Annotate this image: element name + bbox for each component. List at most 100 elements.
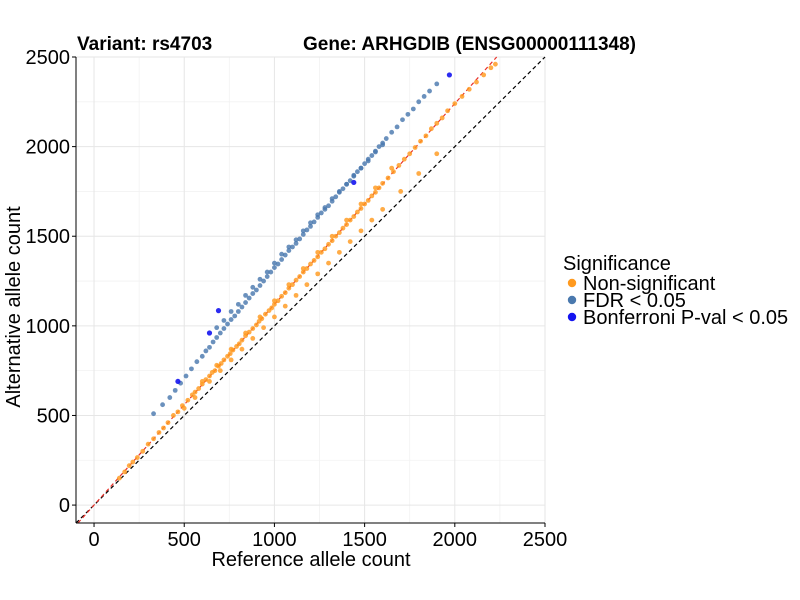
point-fdr: [434, 81, 440, 87]
point-fdr: [282, 252, 288, 258]
point-nonsig: [243, 330, 248, 336]
point-nonsig: [407, 151, 413, 157]
point-nonsig: [355, 209, 360, 215]
legend-key-fdr: [567, 295, 577, 305]
legend-title: Significance: [563, 253, 671, 275]
point-fdr: [311, 219, 317, 225]
point-nonsig: [336, 249, 342, 255]
point-fdr: [228, 317, 234, 322]
reference-line-identity: [75, 56, 546, 524]
point-nonsig: [380, 180, 386, 186]
point-nonsig: [275, 298, 281, 304]
point-fdr: [243, 292, 248, 298]
point-fdr: [322, 205, 328, 210]
point-nonsig: [165, 420, 171, 426]
point-bonf: [351, 179, 357, 186]
point-nonsig: [207, 373, 212, 379]
point-fdr: [286, 248, 292, 253]
point-fdr: [344, 181, 349, 187]
point-fdr: [400, 117, 405, 123]
point-nonsig: [329, 233, 335, 239]
point-nonsig: [228, 357, 234, 363]
y-tick-label: 1500: [26, 226, 71, 248]
point-fdr: [257, 283, 263, 288]
point-fdr: [362, 161, 368, 167]
point-nonsig: [203, 377, 209, 383]
point-nonsig: [236, 341, 242, 347]
point-fdr: [189, 366, 194, 372]
point-nonsig: [358, 228, 364, 234]
point-fdr: [293, 241, 299, 246]
point-fdr: [329, 196, 335, 201]
point-fdr: [239, 304, 245, 310]
point-fdr: [300, 232, 306, 237]
point-fdr: [376, 144, 382, 150]
point-nonsig: [192, 395, 198, 400]
point-fdr: [272, 260, 277, 266]
point-nonsig: [282, 303, 288, 309]
point-nonsig: [253, 322, 259, 328]
point-nonsig: [239, 346, 245, 352]
point-nonsig: [145, 441, 151, 447]
point-nonsig: [130, 459, 136, 465]
point-fdr: [268, 269, 274, 275]
point-nonsig: [227, 351, 233, 357]
point-nonsig: [257, 314, 263, 320]
point-nonsig: [398, 189, 404, 194]
point-nonsig: [428, 126, 434, 132]
point-nonsig: [474, 79, 479, 85]
point-fdr: [253, 287, 259, 293]
point-fdr: [228, 309, 234, 314]
y-tick-label: 1000: [26, 316, 71, 338]
point-fdr: [336, 189, 342, 194]
point-fdr: [217, 330, 223, 336]
point-nonsig: [199, 379, 205, 384]
point-nonsig: [396, 163, 402, 168]
point-nonsig: [212, 368, 218, 374]
point-nonsig: [358, 201, 364, 207]
x-tick-label: 0: [88, 529, 99, 551]
point-fdr: [300, 228, 306, 234]
point-nonsig: [369, 217, 375, 223]
y-tick-label: 500: [37, 405, 70, 427]
point-fdr: [380, 142, 386, 148]
point-nonsig: [369, 193, 375, 199]
point-fdr: [358, 165, 364, 171]
point-nonsig: [185, 397, 191, 403]
point-nonsig: [373, 189, 378, 195]
point-nonsig: [344, 222, 349, 227]
point-fdr: [167, 395, 173, 400]
x-tick-label: 1000: [252, 529, 297, 551]
point-nonsig: [376, 185, 382, 191]
point-fdr: [297, 236, 303, 242]
point-nonsig: [315, 249, 321, 255]
point-fdr: [421, 94, 427, 99]
series-fdr: [151, 81, 440, 417]
point-fdr: [315, 212, 321, 218]
point-fdr: [250, 284, 256, 290]
point-fdr: [389, 129, 395, 135]
point-nonsig: [181, 405, 187, 411]
x-tick-label: 2000: [433, 529, 478, 551]
point-nonsig: [300, 269, 306, 275]
point-fdr: [199, 353, 205, 359]
point-nonsig: [221, 357, 227, 363]
point-fdr: [405, 111, 411, 117]
point-nonsig: [434, 120, 440, 126]
grid-layer: [76, 56, 546, 523]
point-fdr: [416, 99, 422, 105]
point-fdr: [279, 251, 285, 257]
series-nonsig: [116, 61, 498, 481]
point-fdr: [221, 326, 227, 331]
point-nonsig: [263, 311, 268, 317]
point-nonsig: [391, 169, 396, 175]
point-nonsig: [297, 274, 303, 279]
point-fdr: [235, 309, 241, 314]
point-nonsig: [286, 285, 292, 291]
point-nonsig: [134, 455, 140, 460]
point-fdr: [333, 194, 339, 200]
point-nonsig: [452, 101, 458, 106]
axes-layer: 0 500 1000 1500 2000 2500 0 500 1000 1500 2000 2500: [26, 47, 568, 551]
